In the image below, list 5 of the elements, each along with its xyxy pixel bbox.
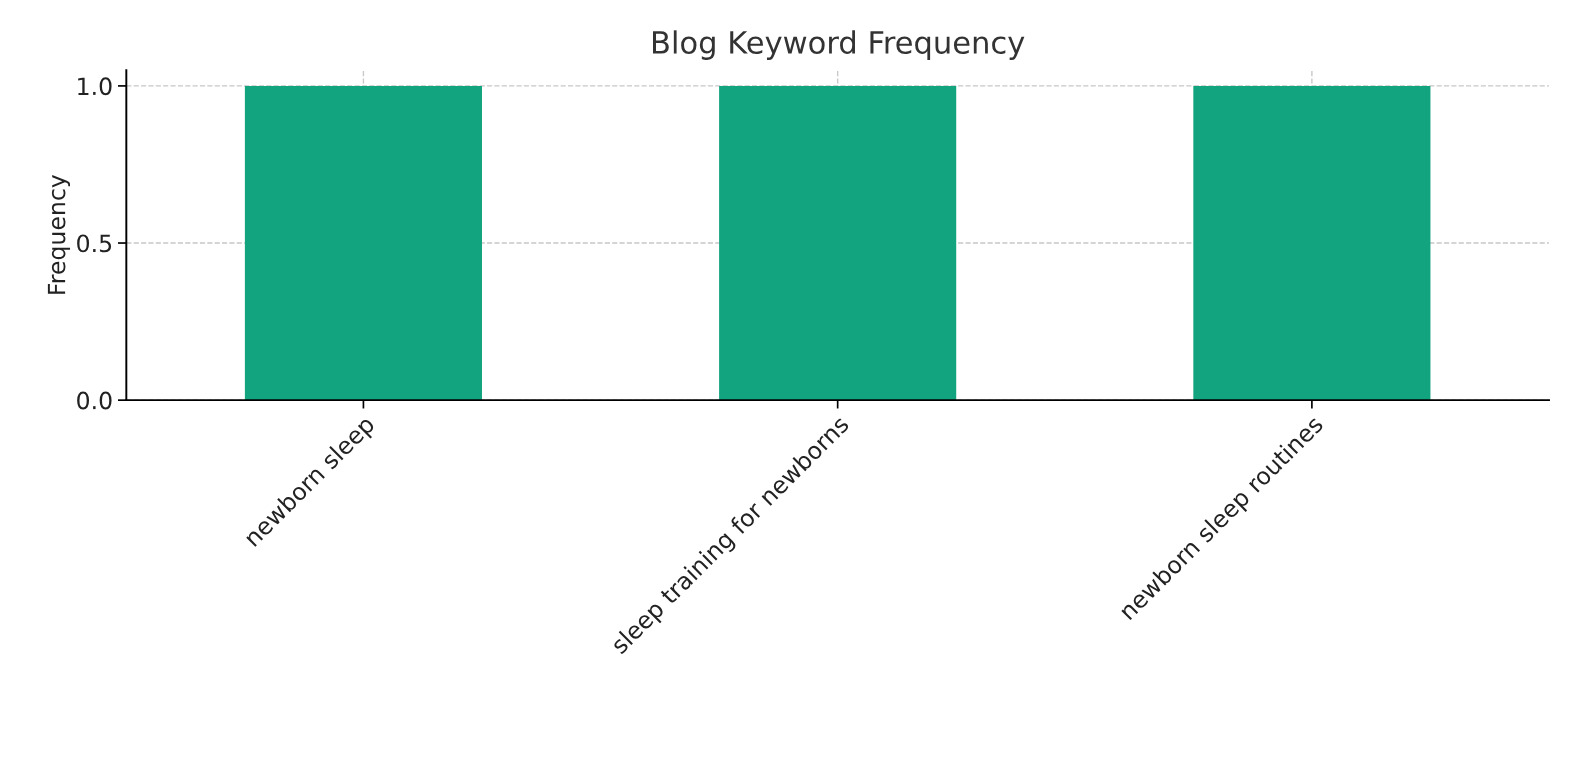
y-axis-title: Frequency (47, 174, 71, 294)
y-tick-label: 0.5 (77, 234, 112, 253)
y-tick-label: 1.0 (78, 77, 112, 96)
chart-title: Blog Keyword Frequency (653, 30, 1025, 60)
y-tick-label: 0.0 (77, 391, 112, 410)
